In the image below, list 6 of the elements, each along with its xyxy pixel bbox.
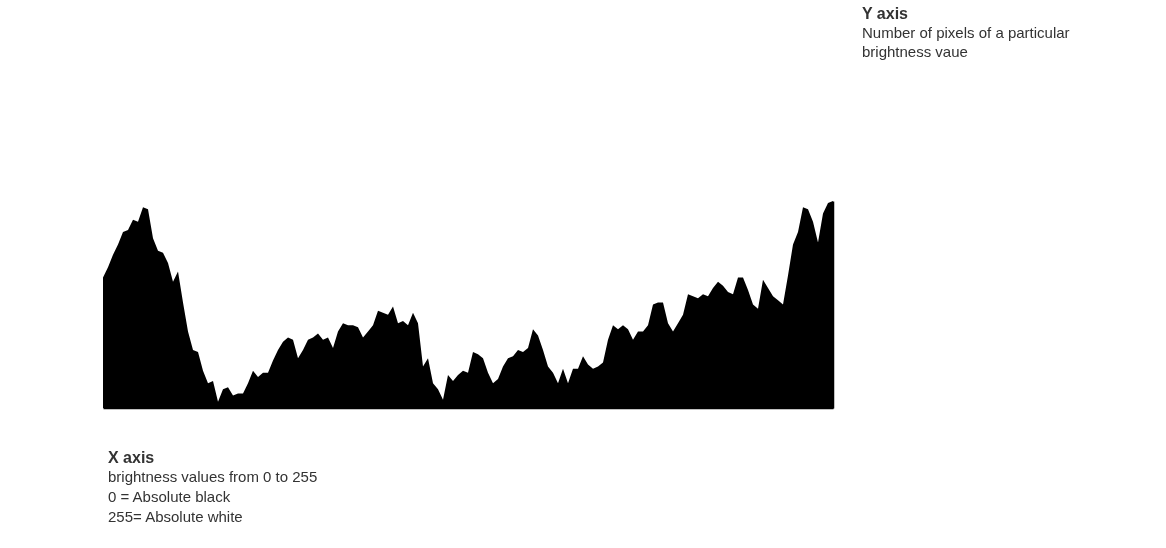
text: Y axis <box>862 5 909 22</box>
text: Number of pixels of a particular brightness vaue <box>862 24 1070 60</box>
text: 255= Absolute white <box>108 508 243 525</box>
text: 0 = Absolute black <box>108 488 231 505</box>
text: X axis <box>108 449 155 466</box>
text: brightness values from 0 to 255 <box>108 468 318 485</box>
